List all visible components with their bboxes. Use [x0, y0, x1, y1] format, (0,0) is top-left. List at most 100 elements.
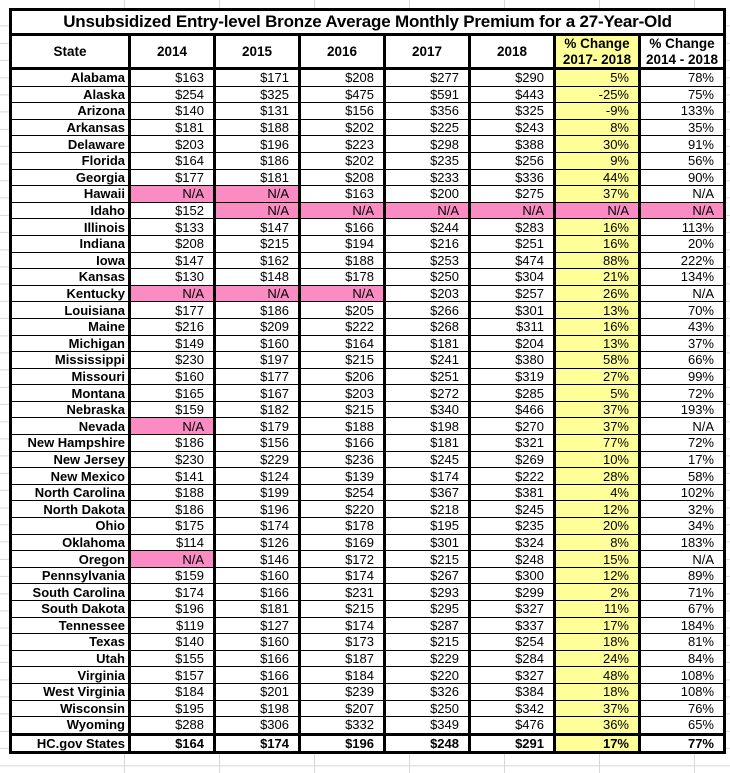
value-cell: 17% [553, 616, 641, 635]
state-cell: Alaska [9, 85, 131, 104]
value-cell: N/A [638, 185, 726, 203]
state-cell: Utah [9, 649, 131, 668]
value-cell: $256 [468, 151, 556, 170]
value-cell: N/A [128, 185, 216, 203]
table-row: Arizona $140 $131 $156 $356 $325 -9% 133% [9, 102, 726, 120]
value-cell: $114 [128, 533, 216, 552]
value-cell: $177 [213, 367, 301, 386]
value-cell: $304 [468, 268, 556, 286]
value-cell: $223 [298, 135, 386, 153]
value-cell: $321 [468, 434, 556, 452]
table-title: Unsubsidized Entry-level Bronze Average … [9, 8, 726, 36]
value-cell: $188 [298, 251, 386, 270]
total-row: HC.gov States $164 $174 $196 $248 $291 17% 77% [9, 732, 726, 755]
value-cell: $174 [298, 616, 386, 635]
value-cell: 56% [638, 151, 726, 170]
value-cell: $290 [468, 68, 556, 87]
value-cell: $181 [383, 434, 471, 452]
value-cell: 37% [553, 185, 641, 203]
value-cell: 99% [638, 367, 726, 386]
value-cell: $235 [383, 151, 471, 170]
value-cell: $156 [213, 434, 301, 452]
value-cell: $181 [213, 600, 301, 618]
table-row: Ohio $175 $174 $178 $195 $235 20% 34% [9, 517, 726, 535]
column-header: 2018 [468, 33, 556, 70]
value-cell: $215 [298, 600, 386, 618]
column-header: % Change 2014 - 2018 [638, 33, 726, 70]
value-cell: $248 [468, 550, 556, 568]
value-cell: $244 [383, 218, 471, 236]
value-cell: $172 [298, 550, 386, 568]
value-cell: $215 [298, 351, 386, 369]
value-cell: 17% [638, 450, 726, 469]
value-cell: $230 [128, 351, 216, 369]
table-row: North Dakota $186 $196 $220 $218 $245 12% 32% [9, 500, 726, 519]
state-cell: Georgia [9, 168, 131, 187]
value-cell: $332 [298, 716, 386, 735]
state-cell: South Dakota [9, 600, 131, 618]
table-row: New Mexico $141 $124 $139 $174 $222 28% 58% [9, 467, 726, 485]
value-cell: 84% [638, 649, 726, 668]
table-row: Indiana $208 $215 $194 $216 $251 16% 20% [9, 234, 726, 253]
value-cell: 2% [553, 583, 641, 601]
value-cell: $196 [128, 600, 216, 618]
value-cell: $188 [213, 118, 301, 137]
value-cell: $163 [298, 185, 386, 203]
table-row: Montana $165 $167 $203 $272 $285 5% 72% [9, 384, 726, 402]
value-cell: $245 [468, 500, 556, 519]
value-cell: $336 [468, 168, 556, 187]
value-cell: $174 [213, 732, 301, 755]
value-cell: 10% [553, 450, 641, 469]
value-cell: $277 [383, 68, 471, 87]
value-cell: $466 [468, 400, 556, 419]
value-cell: $166 [298, 218, 386, 236]
state-cell: Hawaii [9, 185, 131, 203]
value-cell: $166 [213, 649, 301, 668]
value-cell: $254 [298, 483, 386, 502]
value-cell: $160 [213, 566, 301, 585]
value-cell: N/A [298, 201, 386, 220]
value-cell: 4% [553, 483, 641, 502]
table-row: New Jersey $230 $229 $236 $245 $269 10% 17% [9, 450, 726, 469]
value-cell: 12% [553, 500, 641, 519]
value-cell: $174 [383, 467, 471, 485]
value-cell: $267 [383, 566, 471, 585]
value-cell: $197 [213, 351, 301, 369]
table-row: Wisconsin $195 $198 $207 $250 $342 37% 76% [9, 699, 726, 718]
state-cell: New Mexico [9, 467, 131, 485]
table-row: New Hampshire $186 $156 $166 $181 $321 77% 72% [9, 434, 726, 452]
value-cell: $266 [383, 301, 471, 319]
value-cell: 102% [638, 483, 726, 502]
value-cell: 88% [553, 251, 641, 270]
value-cell: $175 [128, 517, 216, 535]
table-row: West Virginia $184 $201 $239 $326 $384 18% 108% [9, 682, 726, 701]
value-cell: 27% [553, 367, 641, 386]
value-cell: N/A [638, 201, 726, 220]
value-cell: N/A [128, 417, 216, 436]
value-cell: 12% [553, 566, 641, 585]
value-cell: $141 [128, 467, 216, 485]
state-cell: Virginia [9, 666, 131, 684]
value-cell: $275 [468, 185, 556, 203]
value-cell: 58% [638, 467, 726, 485]
value-cell: $327 [468, 666, 556, 684]
value-cell: 15% [553, 550, 641, 568]
premium-table: Unsubsidized Entry-level Bronze Average … [9, 8, 726, 755]
value-cell: $301 [468, 301, 556, 319]
state-cell: Missouri [9, 367, 131, 386]
value-cell: $327 [468, 600, 556, 618]
state-cell: Nevada [9, 417, 131, 436]
value-cell: $251 [383, 367, 471, 386]
value-cell: $160 [128, 367, 216, 386]
value-cell: $184 [298, 666, 386, 684]
state-cell: Delaware [9, 135, 131, 153]
value-cell: $250 [383, 268, 471, 286]
value-cell: 9% [553, 151, 641, 170]
value-cell: 81% [638, 633, 726, 651]
value-cell: $443 [468, 85, 556, 104]
value-cell: 18% [553, 682, 641, 701]
value-cell: 48% [553, 666, 641, 684]
state-cell: Montana [9, 384, 131, 402]
table-row: Michigan $149 $160 $164 $181 $204 13% 37% [9, 334, 726, 353]
value-cell: $169 [298, 533, 386, 552]
